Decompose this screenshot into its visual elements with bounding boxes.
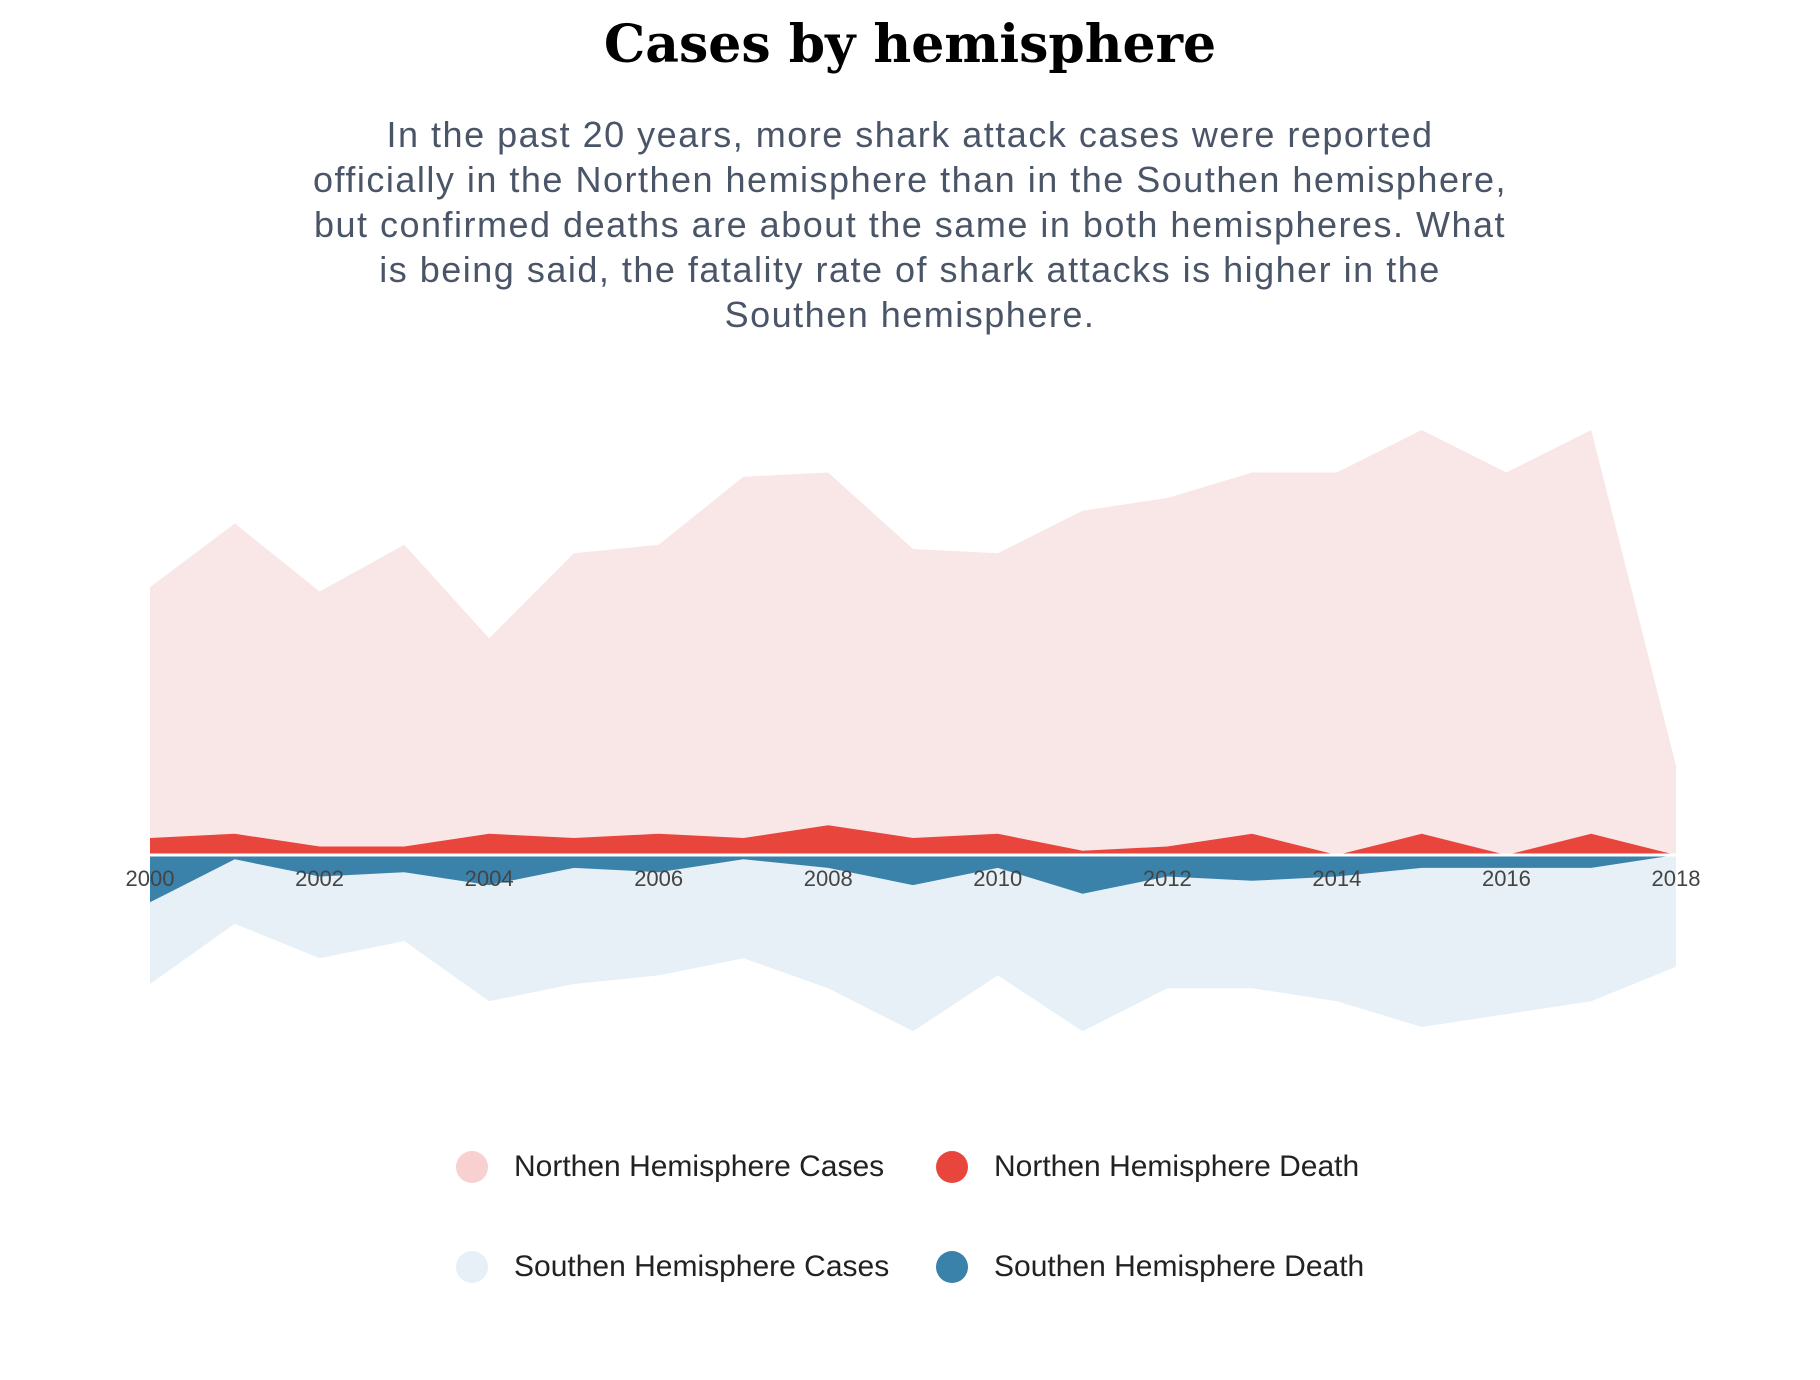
x-tick-label: 2002	[295, 866, 344, 891]
x-axis-ticks: 2000 2002 2004 2006 2008 2010 2012 2014 2016 2018	[126, 866, 1701, 891]
chart-subtitle: In the past 20 years, more shark attack …	[312, 114, 1507, 335]
legend-swatch	[456, 1251, 488, 1283]
legend-label: Northen Hemisphere Cases	[514, 1150, 885, 1183]
x-tick-label: 2006	[634, 866, 683, 891]
x-tick-label: 2014	[1312, 866, 1361, 891]
areas-layer	[150, 430, 1676, 1032]
x-tick-label: 2012	[1143, 866, 1192, 891]
legend-item-northen-cases[interactable]: Northen Hemisphere Cases	[456, 1150, 884, 1184]
x-tick-label: 2018	[1652, 866, 1701, 891]
legend-swatch	[936, 1251, 968, 1283]
area-southen-hemisphere-cases	[150, 855, 1676, 1032]
area-northen-hemisphere-cases	[150, 430, 1676, 855]
x-tick-label: 2016	[1482, 866, 1531, 891]
x-tick-label: 2000	[126, 866, 175, 891]
legend-item-southen-cases[interactable]: Southen Hemisphere Cases	[456, 1250, 889, 1284]
legend-label: Southen Hemisphere Cases	[514, 1250, 890, 1283]
legend-label: Northen Hemisphere Death	[994, 1150, 1360, 1183]
legend-swatch	[456, 1151, 488, 1183]
area-northen-hemisphere-death	[150, 825, 1676, 855]
x-tick-label: 2004	[465, 866, 514, 891]
legend-item-northen-death[interactable]: Northen Hemisphere Death	[936, 1150, 1359, 1184]
chart-title: Cases by hemisphere	[603, 14, 1217, 75]
area-southen-hemisphere-death	[150, 855, 1676, 903]
legend-swatch	[936, 1151, 968, 1183]
x-tick-label: 2010	[973, 866, 1022, 891]
x-tick-label: 2008	[804, 866, 853, 891]
legend-label: Southen Hemisphere Death	[994, 1250, 1365, 1283]
legend-item-southen-death[interactable]: Southen Hemisphere Death	[936, 1250, 1364, 1284]
